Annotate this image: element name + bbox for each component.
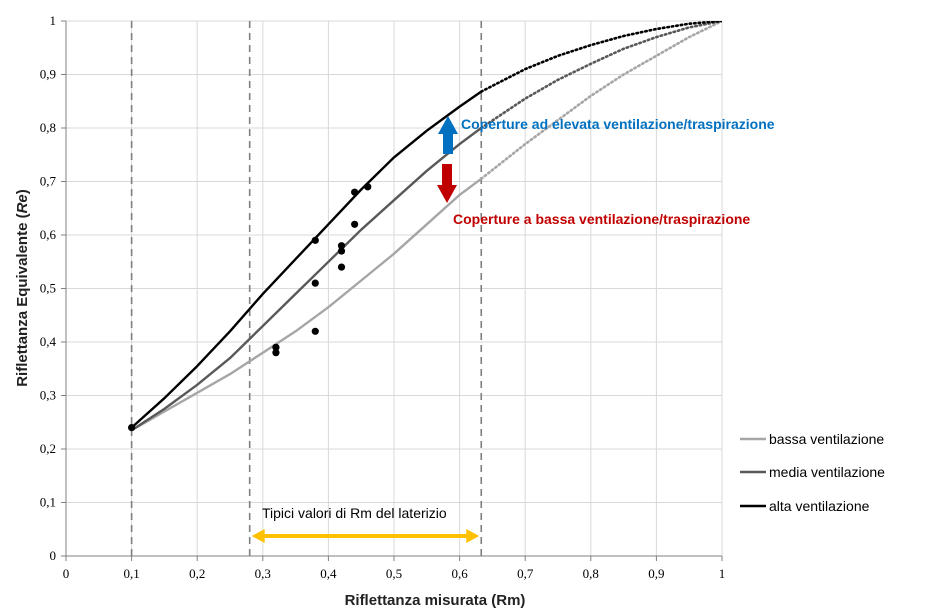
data-point	[337, 242, 346, 250]
range-label: Tipici valori di Rm del laterizio	[262, 505, 447, 521]
x-axis-title: Riflettanza misurata (Rm)	[345, 592, 526, 609]
brick-range-indicator	[251, 529, 480, 543]
data-point	[272, 349, 280, 357]
legend-label: alta ventilazione	[769, 498, 870, 514]
x-tick-label: 0,5	[386, 566, 402, 581]
x-tick-label: 0,2	[189, 566, 205, 581]
data-points	[128, 183, 372, 432]
data-point	[351, 188, 359, 196]
data-point	[311, 236, 319, 244]
down-arrow	[437, 164, 457, 203]
y-tick-label: 0,7	[40, 174, 57, 189]
data-point	[337, 247, 346, 255]
x-tick-label: 1	[719, 566, 726, 581]
axes	[61, 20, 723, 561]
series-line	[130, 127, 482, 432]
x-tick-label: 0	[63, 566, 70, 581]
data-point	[311, 279, 319, 287]
y-tick-label: 0,3	[40, 388, 56, 403]
x-tick-labels: 0 0,1 0,2 0,3 0,4 0,5 0,6 0,7 0,8 0,9 1	[63, 566, 726, 581]
up-arrow	[438, 116, 458, 154]
x-tick-label: 0,4	[320, 566, 337, 581]
y-tick-label: 0	[50, 548, 57, 563]
y-tick-labels: 0 0,1 0,2 0,3 0,4 0,5 0,6 0,7 0,8 0,9 1	[40, 13, 57, 563]
legend: bassa ventilazione media ventilazione alta…	[740, 431, 885, 514]
y-tick-label: 0,9	[40, 67, 56, 82]
series-lines	[130, 21, 722, 432]
series-extrapolation	[479, 21, 722, 181]
series-line	[131, 177, 482, 432]
y-tick-label: 1	[50, 13, 57, 28]
y-tick-label: 0,6	[40, 227, 57, 242]
series-extrapolation	[479, 21, 722, 130]
data-point	[337, 263, 346, 271]
x-tick-label: 0,6	[451, 566, 468, 581]
legend-label: bassa ventilazione	[769, 431, 884, 447]
annotation-high-ventilation: Coperture ad elevata ventilazione/traspi…	[461, 116, 775, 132]
data-point	[311, 327, 319, 335]
y-tick-label: 0,4	[40, 334, 57, 349]
y-tick-label: 0,2	[40, 441, 56, 456]
range-arrowhead-right	[466, 529, 480, 543]
y-tick-label: 0,1	[40, 495, 56, 510]
series-line	[130, 90, 482, 429]
x-tick-label: 0,9	[648, 566, 664, 581]
x-tick-label: 0,8	[583, 566, 599, 581]
grid	[65, 20, 723, 557]
x-tick-label: 0,3	[255, 566, 271, 581]
annotation-low-ventilation: Coperture a bassa ventilazione/traspiraz…	[453, 211, 750, 227]
x-tick-label: 0,7	[517, 566, 534, 581]
series-extrapolation	[479, 21, 722, 93]
y-tick-label: 0,8	[40, 120, 56, 135]
y-tick-label: 0,5	[40, 281, 56, 296]
range-arrowhead-left	[251, 529, 265, 543]
data-point	[351, 220, 359, 228]
data-point	[364, 183, 372, 191]
legend-label: media ventilazione	[769, 464, 885, 480]
data-point	[272, 343, 280, 351]
data-point	[128, 424, 136, 432]
y-axis-title: Riflettanza Equivalente (Re)	[14, 189, 31, 387]
x-tick-label: 0,1	[123, 566, 139, 581]
reference-lines	[130, 21, 483, 556]
